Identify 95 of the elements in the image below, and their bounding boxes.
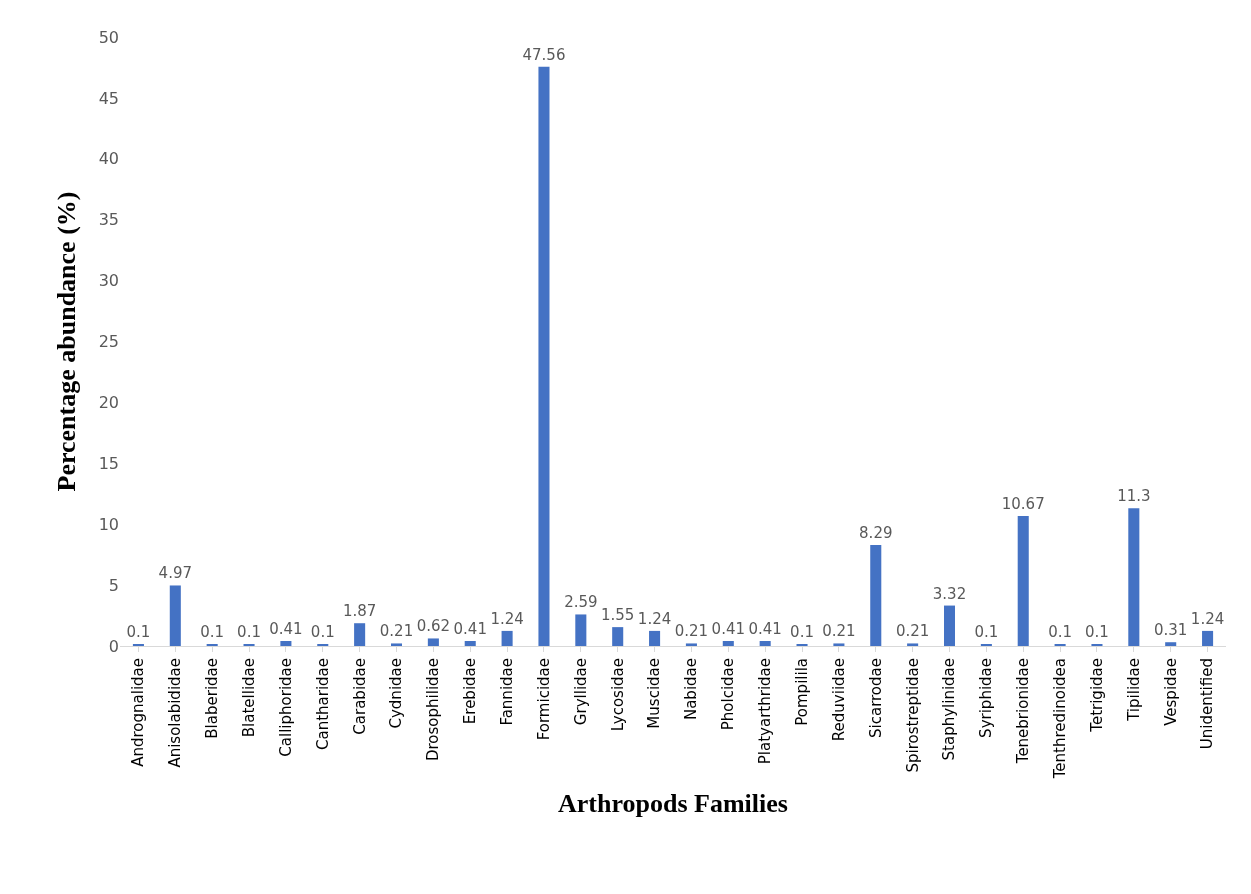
y-tick-label: 40: [98, 149, 119, 169]
data-label: 3.32: [932, 584, 967, 603]
data-label: 0.1: [974, 623, 999, 641]
x-tick-label: Cantharidae: [313, 658, 332, 751]
data-label: 0.41: [453, 620, 487, 639]
x-tick-label: Cydnidae: [387, 658, 406, 729]
bar: [1017, 516, 1029, 646]
y-tick-label: 35: [98, 210, 119, 230]
x-tick-label: Pholcidae: [719, 658, 738, 731]
bar: [280, 641, 292, 646]
bar: [722, 641, 734, 646]
data-label: 0.41: [269, 620, 303, 639]
bar: [1202, 630, 1214, 646]
x-tick-label: Carabidae: [350, 658, 369, 735]
data-label: 0.21: [674, 622, 709, 641]
data-label: 0.1: [200, 623, 225, 641]
data-label: 10.67: [1001, 495, 1045, 514]
x-tick-label: Muscidae: [645, 658, 664, 729]
data-label: 0.1: [237, 623, 261, 641]
x-tick-label: Reduviidae: [829, 658, 848, 742]
data-label: 0.1: [126, 623, 151, 641]
x-tick-label: Tipilidae: [1124, 658, 1143, 722]
y-tick-label: 50: [98, 27, 119, 47]
bar: [1165, 642, 1177, 646]
data-label: 47.56: [522, 45, 566, 64]
data-label: 8.29: [859, 524, 893, 543]
x-tick-label: Unidentified: [1198, 658, 1217, 750]
data-label: 0.62: [416, 617, 451, 636]
y-tick-label: 20: [98, 393, 119, 412]
data-label: 0.1: [1048, 623, 1073, 641]
data-label: 4.97: [158, 564, 192, 583]
bar: [685, 643, 697, 646]
x-tick-label: Formicidae: [534, 658, 553, 741]
x-tick-label: Vespidae: [1161, 658, 1180, 726]
data-label: 0.21: [822, 622, 856, 641]
data-label: 11.3: [1117, 487, 1151, 506]
bar: [649, 630, 661, 646]
data-label: 1.87: [342, 602, 377, 621]
y-tick-label: 5: [108, 575, 119, 595]
x-tick-label: Tetrigidae: [1087, 658, 1106, 733]
data-label: 0.21: [895, 622, 930, 641]
data-label: 0.31: [1154, 621, 1188, 640]
x-tick-label: Spirostreptidae: [903, 658, 922, 773]
bar: [833, 643, 845, 646]
data-label: 1.24: [1190, 609, 1225, 628]
x-tick-label: Sicarrodae: [866, 658, 885, 738]
y-tick-label: 10: [98, 514, 119, 534]
bar: [870, 545, 882, 646]
x-tick-label: Fannidae: [497, 658, 516, 726]
bar: [1128, 508, 1140, 646]
bar: [390, 643, 403, 646]
data-label: 1.24: [637, 609, 672, 628]
bar: [169, 585, 181, 646]
y-axis-title: Percentage abundance (%): [52, 191, 82, 492]
x-tick-label: Pompilila: [792, 658, 811, 726]
data-label: 0.1: [790, 623, 814, 641]
x-tick-label: Syriphidae: [977, 658, 996, 738]
y-tick-label: 25: [98, 332, 119, 352]
bar: [943, 605, 956, 646]
data-label: 1.24: [490, 609, 524, 628]
x-tick-label: Staphylinidae: [940, 658, 959, 761]
bar: [612, 627, 624, 646]
x-tick-label: Lycosidae: [608, 658, 627, 732]
data-label: 0.41: [711, 620, 745, 639]
x-tick-label: Erebidae: [461, 658, 480, 725]
x-tick-label: Anisolabididae: [166, 658, 185, 768]
x-tick-label: Blaberidae: [203, 658, 222, 739]
data-label: 0.41: [748, 620, 782, 639]
data-label: 1.55: [601, 606, 635, 625]
data-label: 0.1: [1085, 623, 1109, 641]
data-label: 2.59: [564, 593, 598, 612]
x-tick-label: Blatellidae: [239, 658, 258, 738]
x-axis-title: Arthropods Families: [558, 789, 788, 818]
y-tick-label: 30: [98, 271, 119, 291]
bar: [501, 630, 513, 646]
bar: [427, 638, 439, 646]
y-tick-label: 45: [98, 88, 119, 108]
bar: [354, 623, 366, 646]
x-tick-label: Tenthredinoidea: [1050, 658, 1069, 780]
x-tick-label: Gryllidae: [571, 658, 590, 726]
y-tick-label: 0: [108, 636, 119, 656]
data-label: 0.21: [379, 622, 414, 641]
x-tick-label: Calliphoridae: [276, 658, 295, 757]
x-tick-label: Nabidae: [682, 658, 701, 721]
bar: [538, 66, 550, 646]
data-label: 0.1: [310, 623, 335, 641]
x-tick-label: Andrognalidae: [129, 658, 148, 767]
x-tick-label: Drosophilidae: [424, 658, 443, 762]
x-tick-label: Platyarthridae: [756, 658, 775, 765]
x-tick-label: Tenebrionidae: [1014, 658, 1033, 765]
bar: [575, 614, 587, 646]
y-tick-label: 15: [98, 453, 119, 473]
bar: [464, 641, 476, 646]
bar: [759, 641, 771, 646]
bar: [907, 643, 919, 646]
